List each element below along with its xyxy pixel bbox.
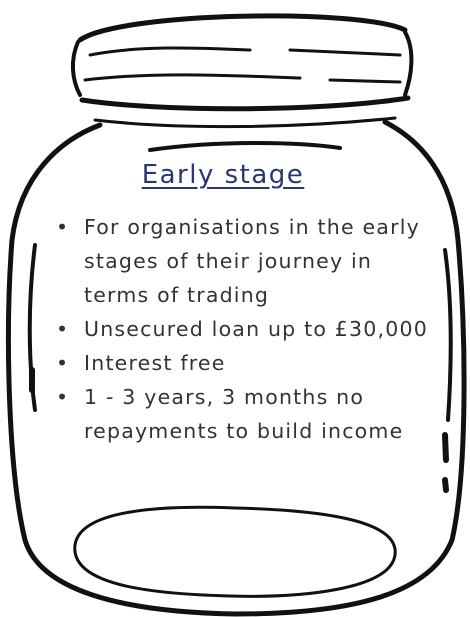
bullet: Unsecured loan up to £30,000 xyxy=(56,312,440,346)
title: Early stage xyxy=(141,160,305,190)
bullet-list: For organisations in the early stages of… xyxy=(56,210,440,448)
bullet: 1 - 3 years, 3 months no repayments to b… xyxy=(56,380,440,448)
bullet: Interest free xyxy=(56,346,440,380)
bullet: For organisations in the early stages of… xyxy=(56,210,440,312)
